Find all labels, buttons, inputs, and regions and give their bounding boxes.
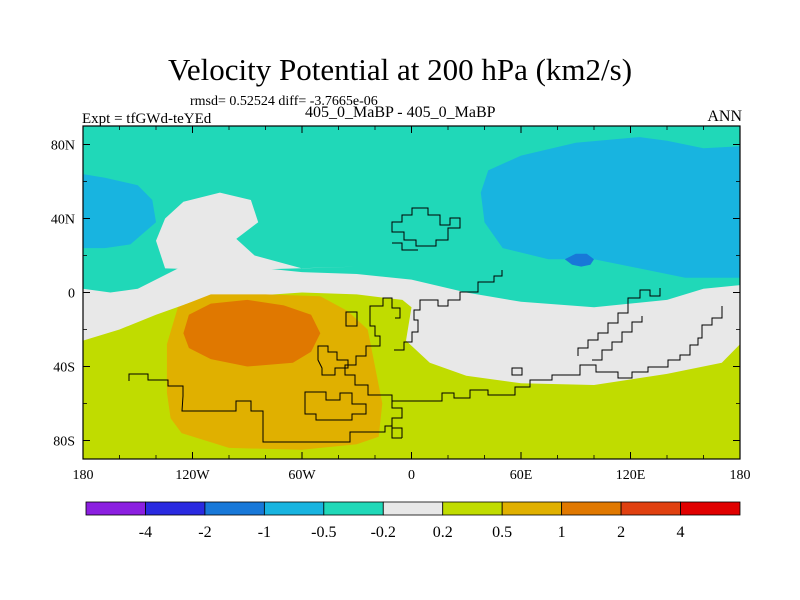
coastline-segment	[577, 288, 661, 356]
coastline-segment	[304, 391, 367, 421]
colorbar-level-label: 0.2	[433, 524, 453, 541]
colorbar-swatch	[382, 501, 444, 516]
colorbar-swatch	[85, 501, 146, 516]
chart-title: Velocity Potential at 200 hPa (km2/s)	[167, 52, 633, 87]
difference-label: 405_0_MaBP - 405_0_MaBP	[305, 104, 496, 121]
coastline-outline-layer	[128, 207, 723, 443]
coastline-segment	[345, 311, 358, 327]
contour-fill-layer	[83, 126, 740, 459]
region-cyan-east	[480, 137, 740, 278]
coastline-segment	[392, 306, 723, 402]
region-blue-spot	[564, 253, 594, 267]
colorbar-swatch	[204, 501, 265, 516]
y-tick-label: 40S	[53, 361, 75, 376]
season-label: ANN	[707, 108, 742, 125]
coastline-segment	[592, 316, 643, 361]
coastline-segment	[317, 345, 349, 376]
coastline-segment	[511, 367, 523, 376]
y-axis: 80N 40N 0 40S 80S	[51, 139, 740, 450]
region-dark-orange-core	[183, 299, 321, 367]
coastline-segment	[394, 270, 503, 351]
region-northern-white-tongue	[156, 192, 357, 271]
x-tick-label: 60E	[510, 468, 533, 483]
coastline-segment	[344, 297, 403, 438]
colorbar-swatch	[442, 501, 503, 516]
colorbar-level-label: -0.5	[311, 524, 336, 541]
x-axis: 180 120W 60W 0 60E 120E 180	[73, 126, 751, 483]
y-tick-label: 0	[68, 287, 75, 302]
y-tick-label: 40N	[51, 213, 75, 228]
colorbar: -4 -2 -1 -0.5 -0.2 0.2 0.5 1 2 4	[85, 501, 741, 541]
x-tick-label: 60W	[288, 468, 316, 483]
colorbar-swatch	[323, 501, 384, 516]
colorbar-swatch	[620, 501, 681, 516]
colorbar-level-label: 1	[558, 524, 566, 541]
y-tick-label: 80N	[51, 139, 75, 154]
coastline-segment	[128, 373, 402, 443]
rmsd-diff-stats: rmsd= 0.52524 diff= -3.7665e-06	[190, 94, 378, 109]
colorbar-swatch	[501, 501, 563, 516]
x-tick-label: 0	[408, 468, 415, 483]
colorbar-level-label: -2	[198, 524, 211, 541]
region-cyan-west	[83, 174, 156, 249]
colorbar-level-label: -1	[258, 524, 271, 541]
x-tick-label: 180	[730, 468, 751, 483]
x-tick-label: 120E	[616, 468, 646, 483]
coastline-segment	[392, 242, 418, 251]
x-tick-label: 120W	[175, 468, 210, 483]
colorbar-level-label: 0.5	[492, 524, 512, 541]
colorbar-level-label: 2	[617, 524, 625, 541]
colorbar-swatch	[263, 501, 325, 516]
coastline-segment	[391, 207, 461, 247]
colorbar-swatch	[680, 501, 741, 516]
x-tick-label: 180	[73, 468, 94, 483]
colorbar-level-label: 4	[677, 524, 685, 541]
colorbar-level-label: -4	[139, 524, 152, 541]
colorbar-swatch	[145, 501, 206, 516]
y-tick-label: 80S	[53, 435, 75, 450]
colorbar-swatch	[561, 501, 622, 516]
colorbar-level-label: -0.2	[371, 524, 396, 541]
experiment-label: Expt = tfGWd-teYEd	[82, 111, 212, 127]
